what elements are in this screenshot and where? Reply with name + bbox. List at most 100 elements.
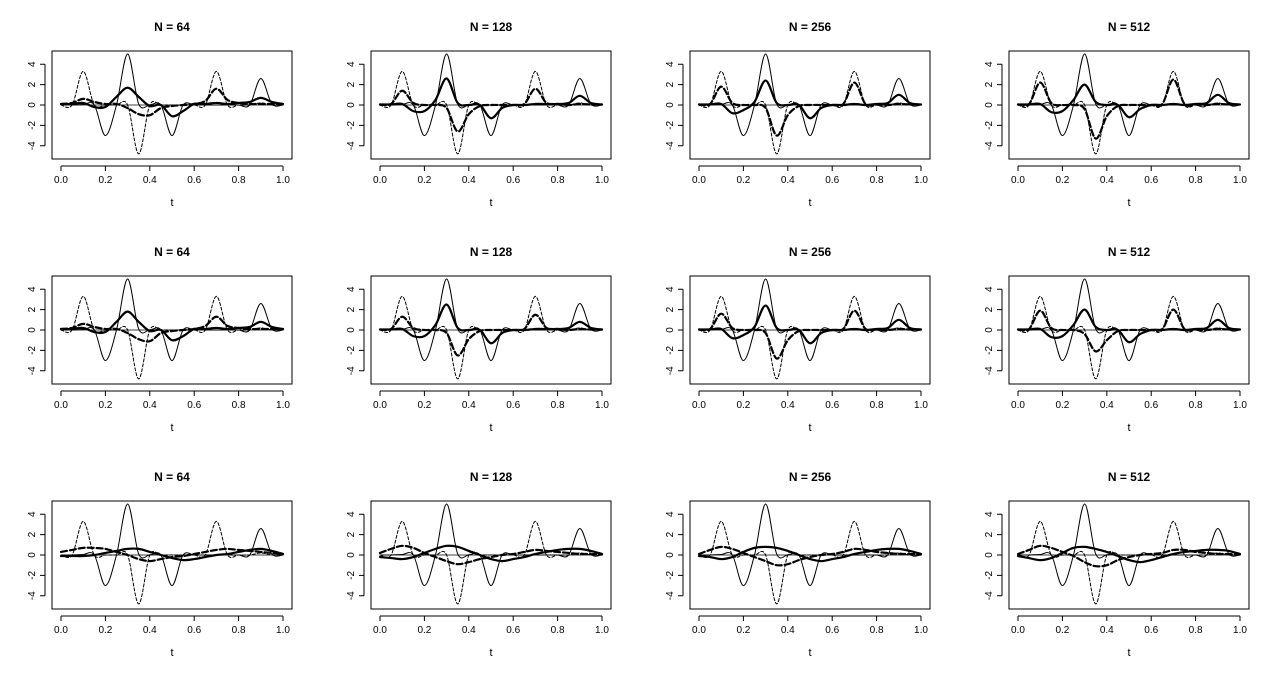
x-tick-label: 0.4 (143, 400, 157, 411)
x-tick-label: 0.0 (54, 625, 68, 636)
x-tick-label: 0.8 (551, 625, 565, 636)
y-tick-label: -2 (984, 121, 995, 130)
series-line-true-a (1017, 503, 1241, 587)
y-tick-label: -2 (27, 121, 38, 130)
x-tick-label: 0.6 (506, 625, 520, 636)
y-tick-label: 4 (346, 61, 357, 67)
y-tick-label: 4 (984, 61, 995, 67)
x-tick-label: 0.4 (1100, 625, 1114, 636)
y-tick-label: -2 (346, 571, 357, 580)
x-tick-label: 0.8 (551, 175, 565, 186)
y-tick-label: -2 (665, 121, 676, 130)
x-tick-label: 0.0 (1011, 625, 1025, 636)
x-tick-label: 1.0 (595, 400, 609, 411)
x-tick-label: 0.4 (143, 175, 157, 186)
series-line-true-b (379, 295, 603, 380)
plot-frame (51, 500, 293, 610)
x-tick-label: 1.0 (1233, 400, 1247, 411)
y-tick-label: 2 (984, 531, 995, 537)
y-tick-label: 0 (665, 327, 676, 333)
x-axis-label: t (489, 422, 492, 434)
y-tick-label: -2 (27, 571, 38, 580)
y-tick-label: -4 (984, 591, 995, 600)
panel-title: N = 256 (789, 245, 832, 259)
x-tick-label: 0.6 (187, 175, 201, 186)
panel-8: N = 512 0.0 0.2 0.4 0.6 0.8 1.0 t 4 2 0 -2 -4 (984, 245, 1250, 434)
series-line-est-b (697, 545, 923, 567)
y-tick-label: 2 (346, 306, 357, 312)
y-tick-label: 2 (27, 306, 38, 312)
x-tick-label: 1.0 (914, 175, 928, 186)
y-tick-label: 4 (984, 286, 995, 292)
y-tick-label: 2 (665, 531, 676, 537)
y-tick-label: 4 (27, 61, 38, 67)
x-tick-label: 0.4 (1100, 175, 1114, 186)
series-line-true-b (698, 520, 922, 605)
x-tick-label: 0.6 (1144, 400, 1158, 411)
x-tick-label: 0.0 (373, 625, 387, 636)
series-line-est-b (378, 313, 604, 357)
y-tick-label: 0 (984, 552, 995, 558)
series-line-est-a (59, 310, 285, 342)
series-line-true-a (698, 53, 922, 137)
curves (59, 503, 285, 605)
curves (59, 278, 285, 380)
series-line-true-b (1017, 520, 1241, 605)
series-line-true-a (379, 503, 603, 587)
series-line-true-a (698, 278, 922, 362)
x-tick-label: 0.0 (692, 175, 706, 186)
series-line-true-a (1017, 278, 1241, 362)
y-tick-label: -4 (665, 591, 676, 600)
x-tick-label: 0.4 (781, 400, 795, 411)
series-line-est-a (697, 304, 923, 345)
y-tick-label: -2 (27, 346, 38, 355)
x-tick-label: 0.4 (462, 625, 476, 636)
curves (378, 278, 604, 380)
curves (378, 53, 604, 155)
plot-frame (689, 275, 931, 385)
x-tick-label: 0.2 (1055, 625, 1069, 636)
y-tick-label: -4 (27, 141, 38, 150)
series-line-true-a (698, 503, 922, 587)
x-tick-label: 0.4 (1100, 400, 1114, 411)
x-axis-label: t (808, 197, 811, 209)
series-line-est-a (697, 545, 923, 563)
x-tick-label: 0.8 (870, 625, 884, 636)
x-axis-label: t (1127, 647, 1130, 659)
panel-9: N = 64 0.0 0.2 0.4 0.6 0.8 1.0 t 4 2 0 -2 -4 (27, 470, 293, 659)
series-line-true-a (60, 53, 284, 137)
panel-title: N = 256 (789, 20, 832, 34)
y-tick-label: 4 (665, 61, 676, 67)
series-line-true-a (60, 278, 284, 362)
x-tick-label: 0.0 (373, 175, 387, 186)
y-tick-label: 4 (984, 511, 995, 517)
x-tick-label: 0.8 (1189, 400, 1203, 411)
x-tick-label: 0.8 (232, 400, 246, 411)
y-tick-label: 0 (665, 552, 676, 558)
x-tick-label: 0.4 (143, 625, 157, 636)
plot-frame (1008, 500, 1250, 610)
series-line-est-a (59, 547, 285, 562)
y-tick-label: -4 (27, 366, 38, 375)
series-line-est-a (1016, 545, 1242, 564)
y-tick-label: 0 (984, 102, 995, 108)
y-tick-label: -4 (346, 591, 357, 600)
panel-6: N = 128 0.0 0.2 0.4 0.6 0.8 1.0 t 4 2 0 -2 -4 (346, 245, 612, 434)
plot-frame (370, 50, 612, 160)
series-line-est-b (378, 87, 604, 133)
plot-frame (370, 275, 612, 385)
curves (697, 503, 923, 605)
x-tick-label: 1.0 (276, 400, 290, 411)
panel-10: N = 128 0.0 0.2 0.4 0.6 0.8 1.0 t 4 2 0 -2 -4 (346, 470, 612, 659)
x-tick-label: 0.6 (506, 175, 520, 186)
series-line-true-b (60, 70, 284, 155)
x-tick-label: 0.4 (781, 625, 795, 636)
x-tick-label: 0.6 (187, 400, 201, 411)
y-tick-label: 2 (27, 81, 38, 87)
x-tick-label: 0.8 (870, 175, 884, 186)
panel-title: N = 512 (1108, 245, 1151, 259)
x-tick-label: 0.6 (187, 625, 201, 636)
x-tick-label: 0.0 (373, 400, 387, 411)
series-line-est-b (697, 81, 923, 137)
x-tick-label: 1.0 (914, 625, 928, 636)
